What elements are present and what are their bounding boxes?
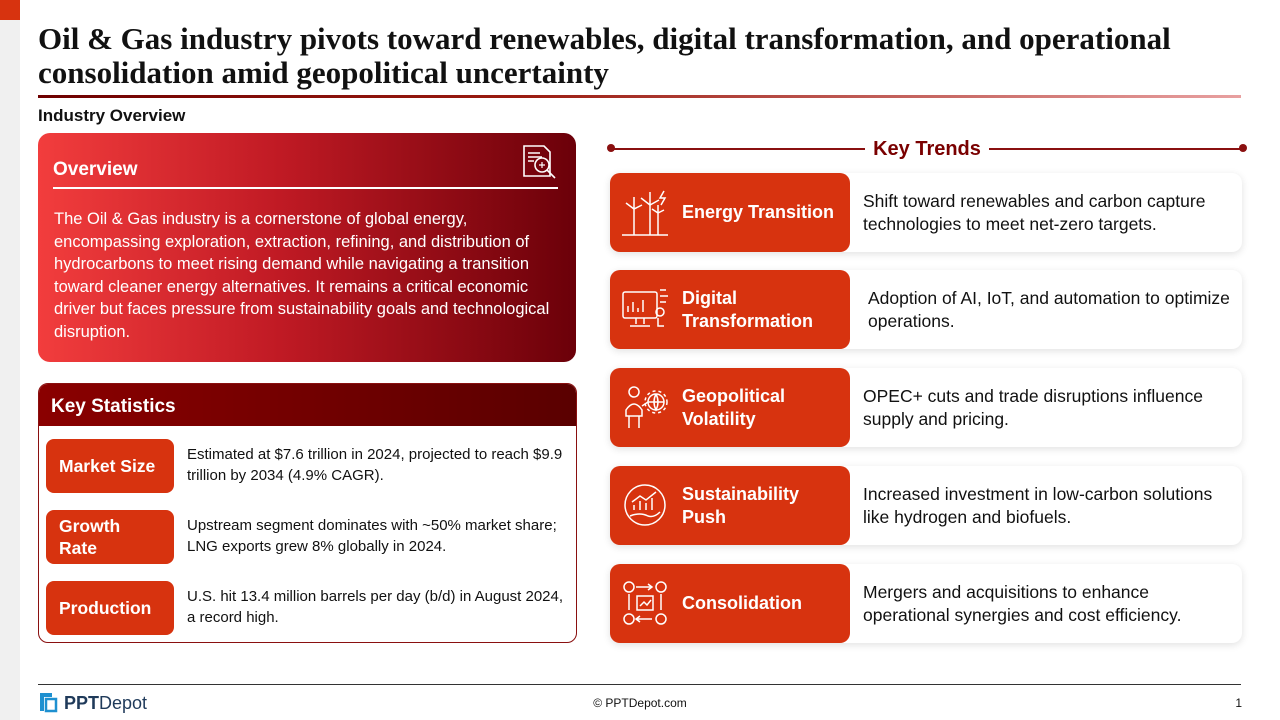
trend-tab: Sustainability Push (610, 466, 850, 545)
digital-dashboard-icon (622, 289, 668, 327)
trend-card-geopolitical-volatility: Geopolitical Volatility OPEC+ cuts and t… (610, 368, 1242, 447)
stat-text: U.S. hit 13.4 million barrels per day (b… (187, 588, 564, 626)
trend-tab: Digital Transformation (610, 270, 850, 349)
key-statistics-panel: Key Statistics Market Size Estimated at … (38, 383, 577, 643)
trend-text: OPEC+ cuts and trade disruptions influen… (863, 385, 1203, 429)
stat-row-production: Production U.S. hit 13.4 million barrels… (46, 581, 571, 635)
stat-label: Production (46, 581, 174, 635)
page-number: 1 (1235, 696, 1242, 710)
trend-label: Consolidation (682, 593, 802, 613)
logo-text: PPTDepot (64, 692, 148, 713)
key-statistics-heading: Key Statistics (39, 384, 576, 426)
pptdepot-logo: PPTDepot (38, 690, 147, 716)
key-trends-title: Key Trends (607, 138, 1247, 161)
trend-text: Shift toward renewables and carbon captu… (863, 190, 1206, 234)
logo-mark-icon (40, 693, 58, 713)
section-label: Industry Overview (38, 106, 186, 125)
overview-divider (53, 187, 558, 189)
slide-title: Oil & Gas industry pivots toward renewab… (38, 21, 1171, 90)
gears-merge-icon (623, 581, 667, 625)
trend-tab: Consolidation (610, 564, 850, 643)
footer-divider (38, 684, 1241, 685)
trend-card-sustainability-push: Sustainability Push Increased investment… (610, 466, 1242, 545)
left-margin-strip (0, 0, 20, 720)
trend-card-consolidation: Consolidation Mergers and acquisitions t… (610, 564, 1242, 643)
trend-tab: Geopolitical Volatility (610, 368, 850, 447)
wind-turbine-icon (622, 190, 668, 236)
person-globe-icon (625, 386, 668, 428)
stat-text: Upstream segment dominates with ~50% mar… (187, 517, 557, 555)
trend-label: Sustainability Push (682, 483, 800, 527)
trend-label: Geopolitical Volatility (682, 385, 786, 429)
stat-row-growth-rate: Growth Rate Upstream segment dominates w… (46, 510, 571, 564)
trend-label: Energy Transition (682, 202, 835, 222)
overview-card: Overview The Oil & Gas industry is a cor… (38, 133, 576, 362)
stat-label: Market Size (46, 439, 174, 493)
trend-tab: Energy Transition (610, 173, 850, 252)
stat-text: Estimated at $7.6 trillion in 2024, proj… (187, 446, 563, 484)
stat-label: Growth Rate (46, 510, 174, 564)
copyright-text: © PPTDepot.com (593, 696, 687, 710)
trend-text: Mergers and acquisitions to enhance oper… (863, 581, 1182, 625)
overview-heading: Overview (53, 159, 138, 180)
title-underline (38, 95, 1241, 98)
trend-label: Digital Transformation (682, 287, 814, 331)
trend-card-energy-transition: Energy Transition Shift toward renewable… (610, 173, 1242, 252)
growth-hand-icon (624, 484, 666, 526)
document-search-icon (523, 145, 556, 179)
trend-card-digital-transformation: Digital Transformation Adoption of AI, I… (610, 270, 1242, 349)
header-dot-right (1239, 144, 1247, 152)
trend-text: Increased investment in low-carbon solut… (863, 483, 1213, 527)
stat-row-market-size: Market Size Estimated at $7.6 trillion i… (46, 439, 571, 493)
trend-text: Adoption of AI, IoT, and automation to o… (868, 287, 1230, 331)
corner-accent (0, 0, 20, 20)
overview-text: The Oil & Gas industry is a cornerstone … (54, 210, 550, 341)
key-trends-header: Key Trends (607, 138, 1247, 162)
